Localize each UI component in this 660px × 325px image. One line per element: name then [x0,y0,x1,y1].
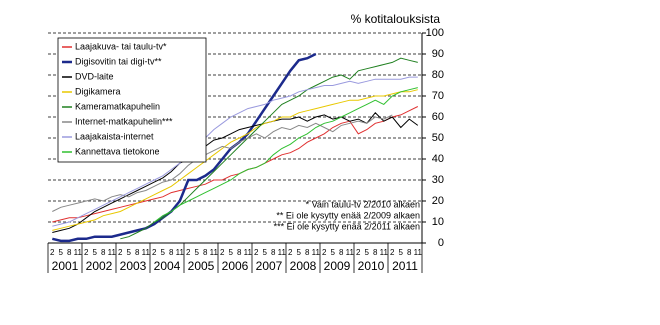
y-tick-label: 90 [432,48,444,60]
x-tick-label: 2 [152,248,157,257]
x-tick-label: 8 [169,248,174,257]
x-tick-label: 2 [356,248,361,257]
x-tick-label: 2 [220,248,225,257]
x-tick-label: 5 [195,248,200,257]
x-tick-label: 8 [271,248,276,257]
y-tick-label: 20 [432,195,444,207]
x-tick-label: 5 [127,248,132,257]
legend-label: Kameramatkapuhelin [75,101,160,111]
x-tick-label: 2 [50,248,55,257]
x-tick-label: 8 [67,248,72,257]
x-tick-label: 8 [237,248,242,257]
year-label: 2001 [52,259,79,273]
x-tick-label: 11 [414,248,423,257]
year-label: 2005 [188,259,215,273]
legend-label: Internet-matkapuhelin*** [75,116,173,126]
year-label: 2003 [120,259,147,273]
year-label: 2007 [256,259,283,273]
x-tick-label: 11 [108,248,117,257]
year-label: 2008 [290,259,317,273]
annotation: *** Ei ole kysytty enää 2/2011 alkaen [274,221,420,231]
year-label: 2010 [358,259,385,273]
annotation: ** Ei ole kysytty enää 2/2009 alkaen [276,210,420,220]
y-tick-label: 60 [432,111,444,123]
x-tick-label: 8 [135,248,140,257]
x-tick-label: 2 [254,248,259,257]
series-line [52,114,393,212]
legend-label: Kannettava tietokone [75,146,160,156]
series-line [52,76,418,227]
series-line [52,106,419,223]
x-tick-label: 2 [322,248,327,257]
y-axis-label: % kotitalouksista [351,12,441,26]
year-label: 2006 [222,259,249,273]
x-tick-label: 11 [210,248,219,257]
x-tick-label: 8 [305,248,310,257]
y-tick-label: 100 [426,27,444,39]
x-tick-label: 11 [312,248,321,257]
x-tick-label: 11 [278,248,287,257]
x-tick-label: 11 [244,248,253,257]
y-tick-label: 40 [432,153,444,165]
x-tick-label: 5 [399,248,404,257]
x-tick-label: 11 [74,248,83,257]
x-tick-label: 2 [288,248,293,257]
x-tick-label: 5 [59,248,64,257]
y-tick-label: 30 [432,174,444,186]
x-tick-label: 2 [84,248,89,257]
legend-label: Digikamera [75,86,121,96]
x-tick-label: 5 [229,248,234,257]
x-tick-label: 5 [365,248,370,257]
year-label: 2009 [324,259,351,273]
x-tick-label: 8 [339,248,344,257]
x-tick-label: 5 [93,248,98,257]
x-tick-label: 8 [407,248,412,257]
x-tick-label: 5 [161,248,166,257]
x-tick-label: 11 [142,248,151,257]
year-label: 2011 [392,259,418,273]
x-tick-label: 11 [380,248,389,257]
x-tick-label: 2 [186,248,191,257]
year-label: 2002 [86,259,113,273]
y-tick-label: 50 [432,132,444,144]
x-tick-label: 8 [203,248,208,257]
x-tick-label: 11 [176,248,185,257]
legend-label: Digisovitin tai digi-tv** [75,56,162,66]
legend-label: DVD-laite [75,71,114,81]
x-tick-label: 2 [390,248,395,257]
x-tick-label: 2 [118,248,123,257]
series-line [154,87,418,223]
legend-label: Laajakuva- tai taulu-tv* [75,41,167,51]
legend-box [57,37,207,163]
series-line [52,52,317,243]
y-tick-label: 80 [432,69,444,81]
x-tick-label: 11 [346,248,355,257]
x-tick-label: 5 [263,248,268,257]
y-tick-label: 70 [432,90,444,102]
annotation: * Vain taulu-tv 2/2010 alkaen [306,199,420,209]
series-line [52,112,419,233]
x-tick-label: 5 [297,248,302,257]
y-tick-label: 0 [438,237,444,249]
x-tick-label: 5 [331,248,336,257]
legend-label: Laajakaista-internet [75,131,154,141]
series-line [52,89,418,231]
x-tick-label: 8 [373,248,378,257]
year-label: 2004 [154,259,181,273]
y-tick-label: 10 [432,216,444,228]
x-tick-label: 8 [101,248,106,257]
